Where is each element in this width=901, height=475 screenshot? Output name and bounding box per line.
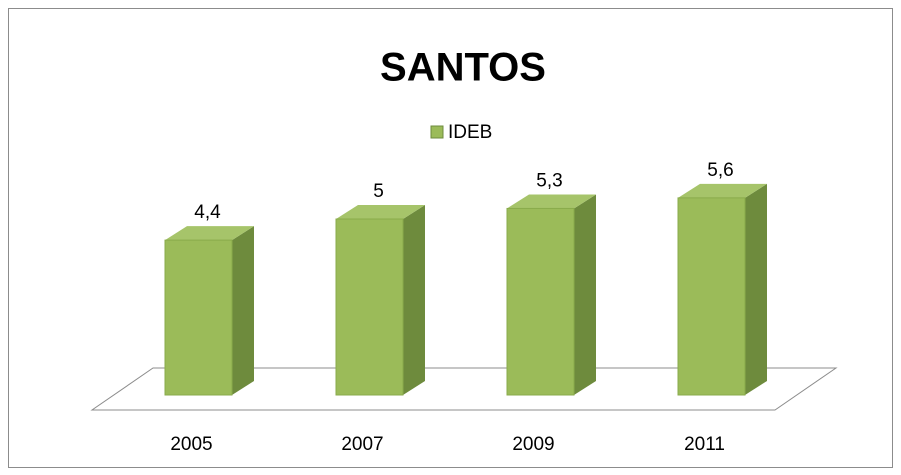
bar-top [165,226,254,241]
bar-top [678,183,767,198]
bar [335,218,404,396]
bar [506,207,575,396]
legend-swatch [430,125,444,139]
x-tick-label: 2005 [170,434,212,455]
bar-top [336,205,425,219]
data-label: 5,6 [707,160,733,181]
bar-side [403,205,425,395]
bar-side [232,226,254,395]
floor [90,367,838,411]
data-label: 5 [373,181,384,202]
bar-top [507,194,596,209]
x-tick-label: 2011 [684,434,725,455]
data-label: 4,4 [194,202,221,223]
bar-side [745,183,767,395]
bar-side [574,194,596,395]
chart-title: SANTOS [380,46,546,90]
bar [164,239,233,396]
bar [677,197,746,396]
x-tick-label: 2007 [341,434,383,455]
x-tick-label: 2009 [512,434,554,455]
legend-label: IDEB [448,122,492,143]
data-label: 5,3 [536,170,562,191]
